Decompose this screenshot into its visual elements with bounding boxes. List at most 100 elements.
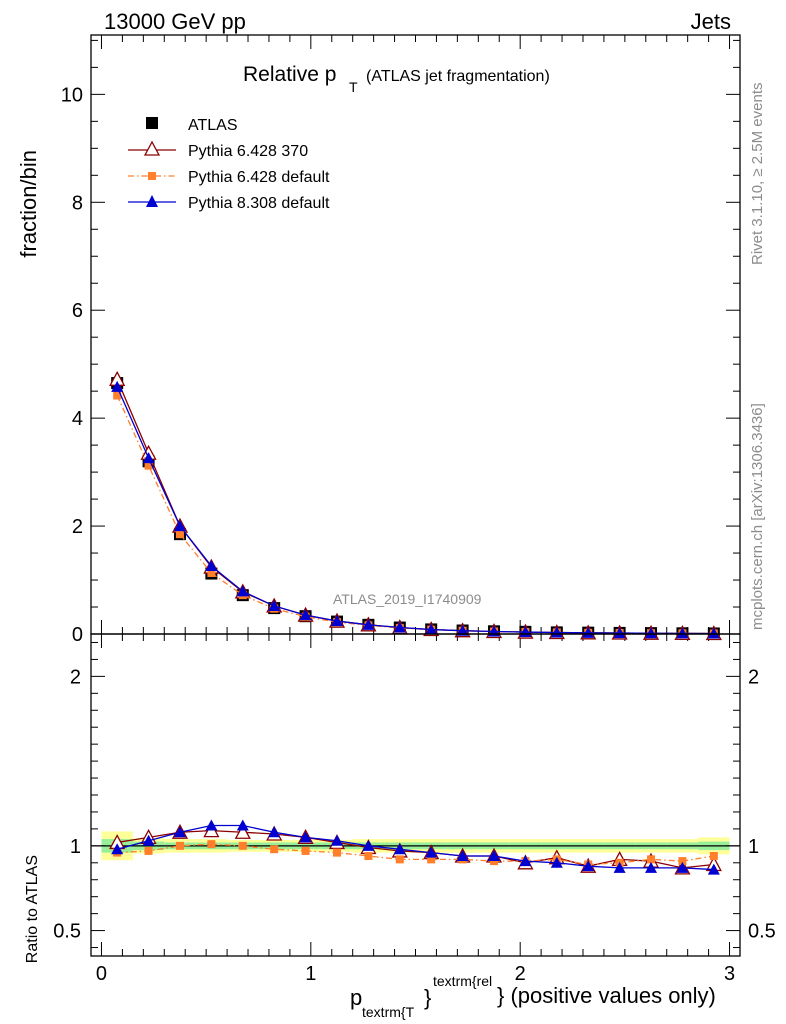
x-tick-label: 2 (515, 963, 526, 985)
main-data-point (645, 627, 658, 639)
main-data-point (362, 618, 375, 630)
ratio-data-point (332, 848, 341, 857)
x-tick-label: 1 (305, 963, 316, 985)
ratio-ylabel: Ratio to ATLAS (24, 855, 41, 963)
main-data-point (393, 621, 406, 633)
ratio-y-tick-label-right: 1 (748, 836, 759, 858)
ratio-y-tick-label: 1 (70, 836, 81, 858)
main-data-point (205, 560, 218, 572)
main-y-tick-label: 8 (72, 192, 83, 214)
title-main: Relative p (243, 63, 336, 86)
main-data-point (268, 599, 281, 611)
main-y-tick-label: 0 (72, 624, 83, 646)
main-data-point (175, 530, 184, 539)
title-note: (ATLAS jet fragmentation) (366, 68, 550, 85)
ratio-series-line (117, 829, 714, 869)
header-right: Jets (691, 9, 731, 34)
x-axis-title: p textrm{T } textrm{rel } (positive valu… (350, 973, 716, 1020)
legend-atlas-label: ATLAS (188, 117, 238, 134)
ratio-data-point (144, 846, 153, 855)
main-data-point (113, 391, 122, 400)
title-sub: T (349, 79, 358, 95)
header-left: 13000 GeV pp (104, 9, 246, 34)
main-y-tick-label: 4 (72, 408, 83, 430)
main-y-tick-label: 2 (72, 516, 83, 538)
ratio-data-point (238, 841, 247, 850)
main-data-point (707, 627, 720, 639)
ratio-series (109, 819, 722, 875)
ratio-data-point (268, 826, 281, 838)
main-y-tick-label: 6 (72, 300, 83, 322)
ratio-data-point (490, 857, 499, 866)
ratio-data-point (173, 826, 186, 838)
ratio-series-line (117, 843, 714, 866)
main-data-point (142, 452, 155, 464)
ratio-y-tick-label: 0.5 (53, 921, 81, 943)
mcplots-label: mcplots.cern.ch [arXiv:1306.3436] (749, 403, 766, 630)
ratio-data-point (142, 834, 155, 846)
main-series (109, 370, 722, 641)
ratio-data-point (488, 850, 501, 862)
ratio-data-point (395, 855, 404, 864)
legend-py6-370-marker (143, 140, 161, 156)
main-y-tick-label: 10 (61, 84, 83, 106)
ratio-data-point (270, 845, 279, 854)
ratio-y-tick-label: 2 (70, 666, 81, 688)
xlabel-sub: textrm{T (362, 1004, 415, 1020)
main-data-point (425, 623, 438, 635)
ratio-data-point (299, 831, 312, 843)
xlabel-brace: } (424, 985, 431, 1010)
ratio-data-point (175, 841, 184, 850)
main-data-point (456, 624, 469, 636)
ratio-data-point (709, 852, 718, 861)
legend-py8-label: Pythia 8.308 default (188, 195, 330, 212)
ratio-data-point (647, 855, 656, 864)
ratio-series-line (117, 824, 714, 871)
main-data-point (299, 609, 312, 621)
xlabel-sup: textrm{rel (433, 973, 492, 989)
main-data-point (582, 626, 595, 638)
ratio-data-point (111, 843, 124, 855)
ratio-data-point (645, 861, 658, 873)
ratio-data-point (364, 852, 373, 861)
main-data-point (550, 626, 563, 638)
ratio-data-point (236, 819, 249, 831)
legend-py8-marker (146, 195, 158, 207)
xlabel-p: p (350, 985, 362, 1010)
legend-py6-default-marker (148, 172, 156, 180)
ratio-data-point (207, 840, 216, 849)
ratio-data-point (676, 861, 689, 873)
legend-py6-default-label: Pythia 6.428 default (188, 169, 330, 186)
rivet-label: Rivet 3.1.10, ≥ 2.5M events (749, 83, 766, 266)
main-data-point (676, 627, 689, 639)
main-axes: 0 2 4 6 8 10 (61, 35, 740, 646)
main-data-point (613, 627, 626, 639)
legend: ATLAS Pythia 6.428 370 Pythia 6.428 defa… (128, 117, 330, 212)
x-tick-label: 0 (96, 963, 107, 985)
ratio-y-tick-label-right: 2 (748, 666, 759, 688)
ratio-data-point (456, 850, 469, 862)
xlabel-tail: } (positive values only) (497, 983, 716, 1008)
main-data-point (207, 569, 216, 578)
ratio-data-point (393, 843, 406, 855)
ratio-data-point (519, 855, 532, 867)
ratio-y-tick-label-right: 0.5 (748, 921, 776, 943)
analysis-watermark: ATLAS_2019_I1740909 (333, 591, 482, 607)
ratio-axes: 0 1 2 3 0.5 0.5 1 1 2 2 (53, 634, 776, 985)
plot-title: Relative p T (ATLAS jet fragmentation) (243, 63, 550, 95)
main-data-point (144, 461, 153, 470)
ratio-frame (90, 633, 741, 957)
legend-py6-370-label: Pythia 6.428 370 (188, 143, 308, 160)
ratio-data-point (707, 863, 720, 875)
main-data-point (236, 585, 249, 597)
ratio-data-point (205, 819, 218, 831)
x-tick-label: 3 (724, 963, 735, 985)
ratio-data-point (550, 856, 563, 868)
main-data-point (173, 520, 186, 532)
main-data-point (330, 615, 343, 627)
ratio-data-point (330, 834, 343, 846)
ratio-data-point (678, 857, 687, 866)
ratio-data-point (427, 855, 436, 864)
ratio-data-point (425, 846, 438, 858)
ratio-data-point (613, 861, 626, 873)
